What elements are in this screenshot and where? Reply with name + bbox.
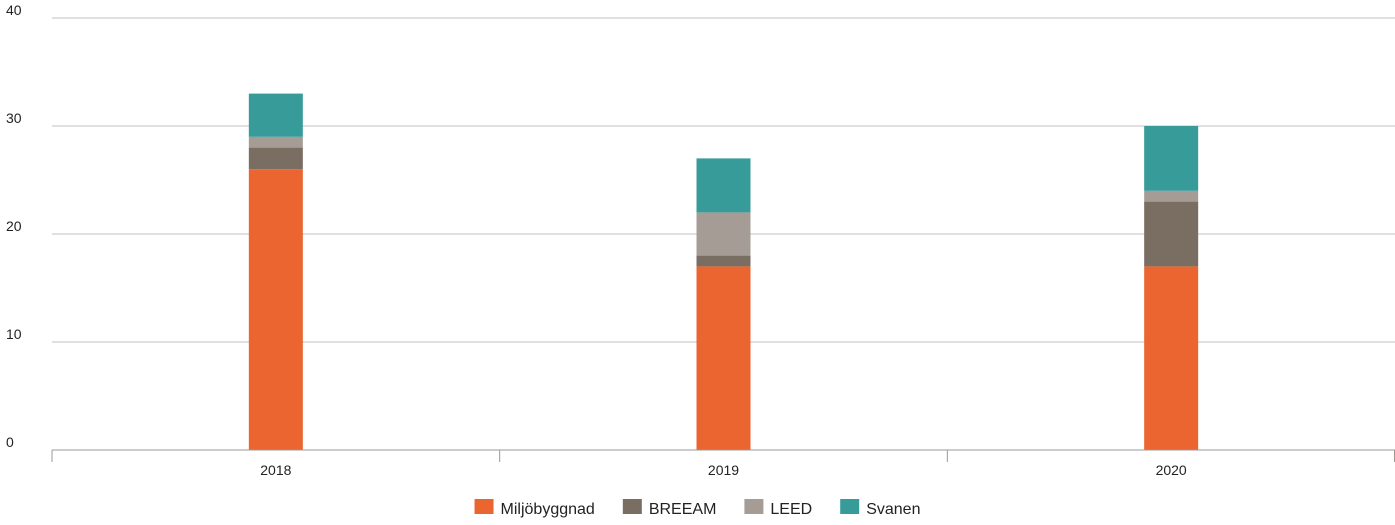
bar-segment: [696, 255, 751, 267]
bar-segment: [1144, 266, 1199, 450]
y-tick-label: 30: [6, 110, 22, 126]
legend-item: LEED: [744, 499, 812, 518]
legend-label: LEED: [770, 501, 812, 518]
legend: Miljöbyggnad BREEAM LEED Svanen: [474, 499, 920, 518]
legend-item: BREEAM: [622, 499, 717, 518]
y-tick-label: 10: [6, 326, 22, 342]
x-tick-label: 2019: [708, 462, 739, 478]
bar-segment: [1144, 190, 1199, 202]
legend-swatch: [622, 499, 642, 514]
bar-segment: [248, 136, 303, 148]
x-tick-label: 2018: [260, 462, 291, 478]
bar-segment: [696, 266, 751, 450]
x-tick-label: 2020: [1156, 462, 1187, 478]
y-tick-label: 0: [6, 434, 14, 450]
bar-segment: [248, 169, 303, 450]
bars: [248, 93, 1199, 450]
bar-segment: [248, 93, 303, 137]
legend-label: Svanen: [866, 501, 920, 518]
bar-segment: [1144, 126, 1199, 191]
bar-segment: [248, 147, 303, 170]
legend-swatch: [744, 499, 764, 514]
legend-item: Miljöbyggnad: [474, 499, 595, 518]
x-axis: 2018 2019 2020: [51, 449, 1395, 478]
legend-label: Miljöbyggnad: [501, 501, 595, 518]
y-tick-label: 20: [6, 218, 22, 234]
bar-segment: [1144, 201, 1199, 267]
bar-segment: [696, 212, 751, 256]
legend-swatch: [474, 499, 494, 514]
legend-label: BREEAM: [649, 501, 717, 518]
y-tick-label: 40: [6, 2, 22, 18]
legend-swatch: [840, 499, 860, 514]
bar-segment: [696, 158, 751, 213]
legend-item: Svanen: [840, 499, 920, 518]
y-axis-ticks: 0 10 20 30 40: [6, 2, 22, 450]
